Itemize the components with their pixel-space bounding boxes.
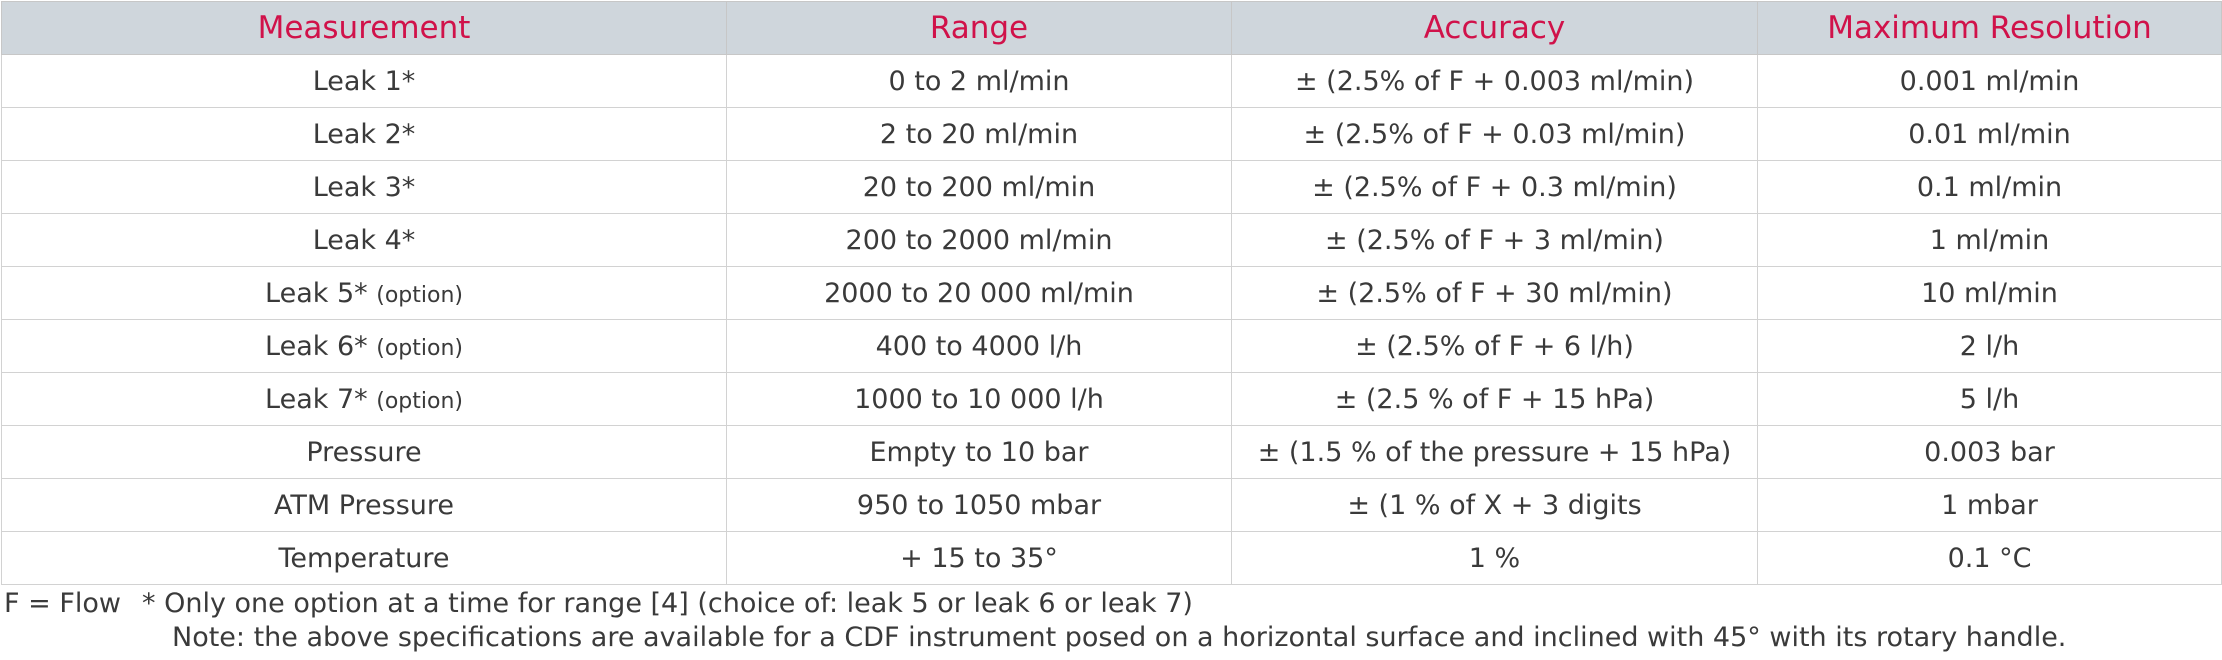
- measurement-label: Leak 2*: [312, 118, 416, 150]
- range-cell: 2000 to 20 000 ml/min: [726, 266, 1232, 320]
- option-tag: (option): [376, 282, 463, 308]
- resolution-cell: 5 l/h: [1757, 372, 2222, 426]
- table-header-row: Measurement Range Accuracy Maximum Resol…: [1, 1, 2222, 55]
- resolution-cell: 1 mbar: [1757, 478, 2222, 532]
- table-row: Leak 4* 200 to 2000 ml/min ± (2.5% of F …: [1, 213, 2222, 267]
- table-row: Leak 2* 2 to 20 ml/min ± (2.5% of F + 0.…: [1, 107, 2222, 161]
- measurement-label: Pressure: [306, 436, 422, 468]
- range-cell: 20 to 200 ml/min: [726, 160, 1232, 214]
- measurement-label: Leak 4*: [312, 224, 416, 256]
- measurement-cell: Pressure: [1, 425, 727, 479]
- flow-abbreviation-key: F = Flow: [4, 588, 121, 619]
- footnote-options: F = Flow * Only one option at a time for …: [4, 588, 1193, 619]
- measurement-label: Leak 3*: [312, 171, 416, 203]
- measurement-label: ATM Pressure: [273, 489, 455, 521]
- table-row: Leak 6* (option) 400 to 4000 l/h ± (2.5%…: [1, 319, 2222, 373]
- measurement-cell: ATM Pressure: [1, 478, 727, 532]
- accuracy-cell: ± (1.5 % of the pressure + 15 hPa): [1231, 425, 1758, 479]
- table-row: Leak 5* (option) 2000 to 20 000 ml/min ±…: [1, 266, 2222, 320]
- option-tag: (option): [376, 335, 463, 361]
- accuracy-cell: 1 %: [1231, 531, 1758, 585]
- measurement-label: Temperature: [278, 542, 450, 574]
- measurement-cell: Leak 4*: [1, 213, 727, 267]
- resolution-cell: 2 l/h: [1757, 319, 2222, 373]
- measurement-label: Leak 5*: [265, 277, 368, 309]
- range-cell: 1000 to 10 000 l/h: [726, 372, 1232, 426]
- option-footnote: * Only one option at a time for range [4…: [142, 588, 1193, 619]
- table-row: Pressure Empty to 10 bar ± (1.5 % of the…: [1, 425, 2222, 479]
- resolution-cell: 0.1 °C: [1757, 531, 2222, 585]
- accuracy-cell: ± (2.5% of F + 0.03 ml/min): [1231, 107, 1758, 161]
- specifications-table: Measurement Range Accuracy Maximum Resol…: [1, 1, 2222, 585]
- header-measurement: Measurement: [1, 1, 727, 55]
- accuracy-cell: ± (2.5% of F + 0.3 ml/min): [1231, 160, 1758, 214]
- measurement-cell: Leak 5* (option): [1, 266, 727, 320]
- resolution-cell: 1 ml/min: [1757, 213, 2222, 267]
- resolution-cell: 0.1 ml/min: [1757, 160, 2222, 214]
- range-cell: 0 to 2 ml/min: [726, 54, 1232, 108]
- range-cell: 200 to 2000 ml/min: [726, 213, 1232, 267]
- accuracy-cell: ± (2.5% of F + 0.003 ml/min): [1231, 54, 1758, 108]
- measurement-cell: Leak 2*: [1, 107, 727, 161]
- resolution-cell: 0.01 ml/min: [1757, 107, 2222, 161]
- measurement-cell: Leak 6* (option): [1, 319, 727, 373]
- resolution-cell: 10 ml/min: [1757, 266, 2222, 320]
- measurement-cell: Leak 3*: [1, 160, 727, 214]
- range-cell: Empty to 10 bar: [726, 425, 1232, 479]
- header-accuracy: Accuracy: [1231, 1, 1758, 55]
- measurement-cell: Leak 7* (option): [1, 372, 727, 426]
- accuracy-cell: ± (2.5% of F + 3 ml/min): [1231, 213, 1758, 267]
- accuracy-cell: ± (1 % of X + 3 digits: [1231, 478, 1758, 532]
- resolution-cell: 0.001 ml/min: [1757, 54, 2222, 108]
- table-body: Leak 1* 0 to 2 ml/min ± (2.5% of F + 0.0…: [1, 54, 2222, 585]
- measurement-label: Leak 7*: [265, 383, 368, 415]
- table-row: Leak 7* (option) 1000 to 10 000 l/h ± (2…: [1, 372, 2222, 426]
- specification-note: Note: the above specifications are avail…: [172, 622, 2067, 653]
- range-cell: 400 to 4000 l/h: [726, 319, 1232, 373]
- table-row: Leak 3* 20 to 200 ml/min ± (2.5% of F + …: [1, 160, 2222, 214]
- option-tag: (option): [376, 388, 463, 414]
- table-row: ATM Pressure 950 to 1050 mbar ± (1 % of …: [1, 478, 2222, 532]
- range-cell: 2 to 20 ml/min: [726, 107, 1232, 161]
- header-range: Range: [726, 1, 1232, 55]
- table-row: Leak 1* 0 to 2 ml/min ± (2.5% of F + 0.0…: [1, 54, 2222, 108]
- range-cell: + 15 to 35°: [726, 531, 1232, 585]
- resolution-cell: 0.003 bar: [1757, 425, 2222, 479]
- measurement-cell: Temperature: [1, 531, 727, 585]
- header-maximum-resolution: Maximum Resolution: [1757, 1, 2222, 55]
- table-row: Temperature + 15 to 35° 1 % 0.1 °C: [1, 531, 2222, 585]
- accuracy-cell: ± (2.5 % of F + 15 hPa): [1231, 372, 1758, 426]
- accuracy-cell: ± (2.5% of F + 6 l/h): [1231, 319, 1758, 373]
- measurement-label: Leak 6*: [265, 330, 368, 362]
- measurement-label: Leak 1*: [312, 65, 416, 97]
- measurement-cell: Leak 1*: [1, 54, 727, 108]
- range-cell: 950 to 1050 mbar: [726, 478, 1232, 532]
- accuracy-cell: ± (2.5% of F + 30 ml/min): [1231, 266, 1758, 320]
